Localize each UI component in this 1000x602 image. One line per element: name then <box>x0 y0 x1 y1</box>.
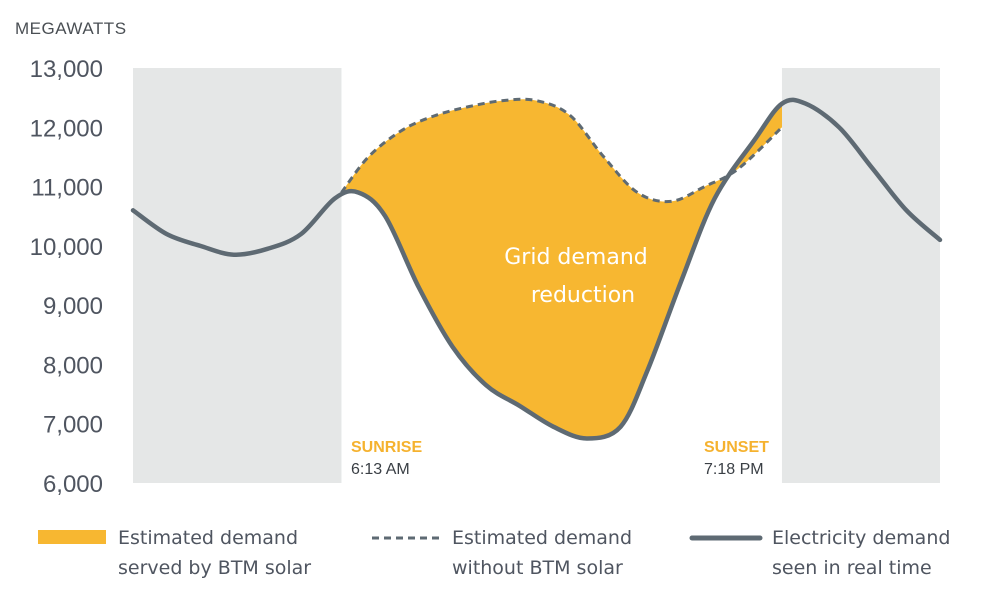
y-axis-label: MEGAWATTS <box>15 19 127 38</box>
legend-dashed-line-1: Estimated demand <box>452 527 632 549</box>
y-tick-label: 10,000 <box>30 234 103 261</box>
sunrise-time: 6:13 AM <box>351 461 410 478</box>
legend: Estimated demand served by BTM solar Est… <box>38 527 950 579</box>
legend-fill-line-2: served by BTM solar <box>118 557 311 579</box>
legend-fill-line-1: Estimated demand <box>118 527 298 549</box>
y-tick-label: 12,000 <box>30 115 103 142</box>
y-axis-ticks: 13,000 12,000 11,000 10,000 9,000 8,000 7,000 6… <box>30 56 103 498</box>
sunset-label: SUNSET <box>704 439 769 456</box>
legend-fill-swatch <box>38 530 106 544</box>
legend-dashed-line-2: without BTM solar <box>452 557 623 579</box>
y-tick-label: 9,000 <box>43 293 103 320</box>
y-tick-label: 11,000 <box>31 175 103 202</box>
sunrise-label: SUNRISE <box>351 439 422 456</box>
y-tick-label: 6,000 <box>43 471 103 498</box>
night-shading <box>133 68 940 483</box>
y-tick-label: 13,000 <box>30 56 103 83</box>
night-band-0 <box>133 68 342 483</box>
legend-solid-line-1: Electricity demand <box>772 527 950 549</box>
annotation-line-1: Grid demand <box>504 245 647 270</box>
grid-demand-reduction-area <box>341 99 782 439</box>
real-time-demand-line <box>130 97 943 441</box>
annotation-line-2: reduction <box>531 283 635 308</box>
y-tick-label: 7,000 <box>43 412 103 439</box>
legend-solid-line-2: seen in real time <box>772 557 932 579</box>
night-band-1 <box>781 68 940 483</box>
sunset-time: 7:18 PM <box>704 461 764 478</box>
y-tick-label: 8,000 <box>43 352 103 379</box>
estimated-demand-without-solar-line <box>340 97 784 204</box>
